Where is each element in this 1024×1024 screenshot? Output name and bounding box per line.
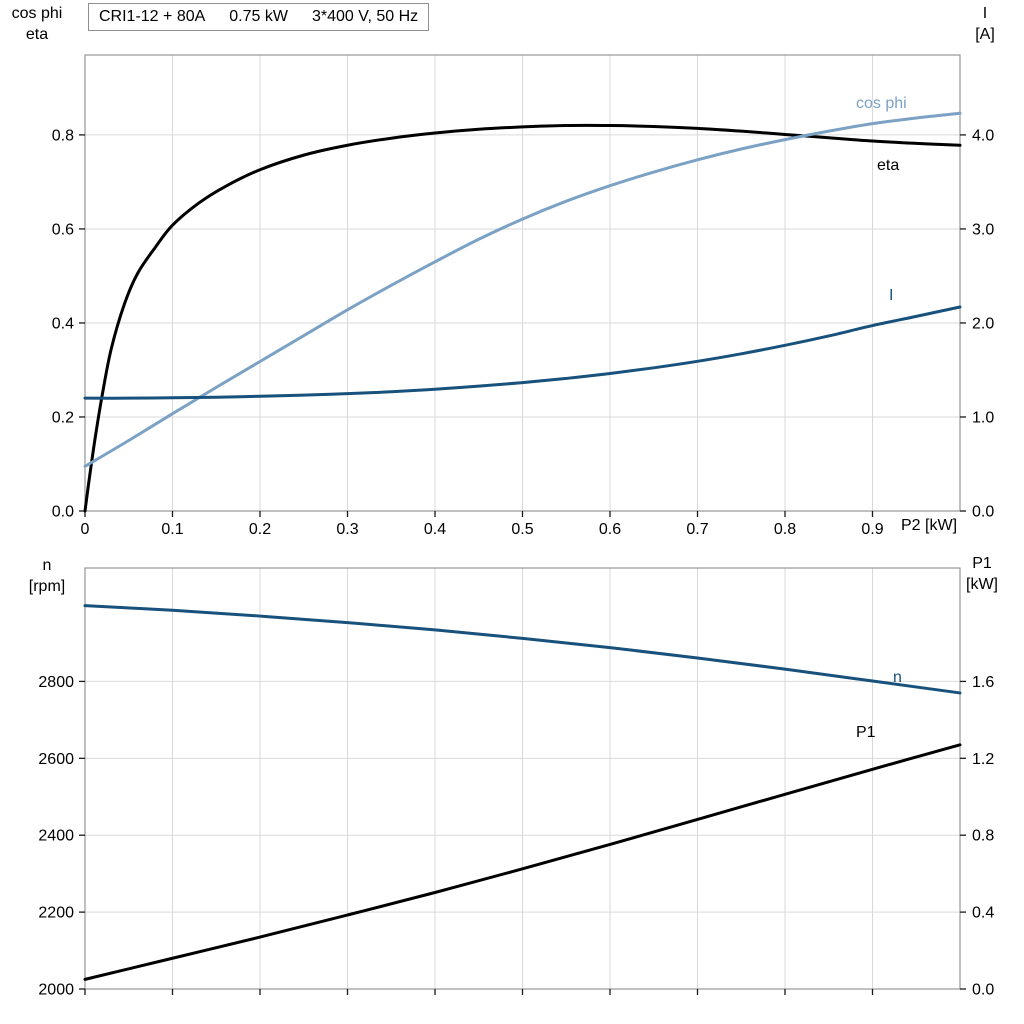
x-tick-label: 0: [81, 521, 90, 538]
p1-axis-label: P1: [972, 555, 992, 572]
right-tick-label: 1.2: [972, 751, 994, 768]
x-tick-label: 0.3: [336, 521, 358, 538]
rated-power-label: 0.75 kW: [229, 8, 288, 25]
left-tick-label: 0.6: [52, 221, 74, 238]
right-tick-label: 1.0: [972, 409, 994, 426]
series-n-curve: [83, 604, 962, 695]
x-tick-label: 0.9: [861, 521, 883, 538]
left-tick-label: 0.0: [52, 504, 74, 521]
x-tick-label: 0.1: [161, 521, 183, 538]
series-p1-label: P1: [856, 724, 876, 741]
top-chart: 0 0.1 0.2 0.3 0.4 0.5 0.6 0.7 0.8 0.9 0.0 0.2 0.4 0.6…: [52, 54, 994, 538]
right-tick-label: 0.0: [972, 504, 994, 521]
current-axis-label: I: [982, 5, 988, 22]
left-tick-label: 2600: [38, 751, 74, 768]
left-tick-label: 0.8: [52, 127, 74, 144]
series-n-label: n: [893, 669, 902, 686]
series-i-curve: [83, 305, 962, 400]
right-tick-label: 1.6: [972, 674, 994, 691]
x-axis-label: P2 [kW]: [901, 517, 958, 534]
series-cos-phi-curve: [83, 111, 962, 468]
top-left-axis-title: cos phi eta: [4, 3, 70, 45]
right-tick-label: 0.0: [972, 982, 994, 999]
x-tick-label: 0.5: [511, 521, 533, 538]
speed-axis-unit: [rpm]: [28, 578, 66, 595]
x-tick-label: 0.4: [424, 521, 446, 538]
left-tick-label: 2000: [38, 982, 74, 999]
left-tick-label: 2400: [38, 828, 74, 845]
left-tick-label: 2200: [38, 905, 74, 922]
eta-axis-label: eta: [25, 26, 49, 43]
x-tick-label: 0.8: [774, 521, 796, 538]
bottom-right-axis-title: P1 [kW]: [952, 553, 1012, 595]
x-tick-label: 0.2: [249, 521, 271, 538]
current-axis-unit: [A]: [975, 26, 995, 43]
right-tick-label: 4.0: [972, 127, 994, 144]
cos-phi-axis-label: cos phi: [11, 5, 63, 22]
p1-axis-unit: [kW]: [966, 576, 998, 593]
right-tick-label: 3.0: [972, 221, 994, 238]
x-tick-label: 0.6: [599, 521, 621, 538]
pump-model-label: CRI1-12 + 80A: [99, 8, 206, 25]
series-eta-curve: [83, 123, 962, 513]
chart-title-box: CRI1-12 + 80A 0.75 kW 3*400 V, 50 Hz: [88, 3, 430, 31]
bottom-left-axis-title: n [rpm]: [14, 555, 80, 597]
speed-axis-label: n: [42, 557, 52, 574]
series-i-label: I: [889, 287, 893, 304]
top-right-axis-title: I [A]: [957, 3, 1013, 45]
left-tick-label: 0.2: [52, 409, 74, 426]
series-cos-phi-label: cos phi: [856, 95, 907, 112]
voltage-frequency-label: 3*400 V, 50 Hz: [311, 8, 419, 25]
right-tick-label: 0.4: [972, 905, 994, 922]
left-tick-label: 2800: [38, 674, 74, 691]
right-tick-label: 2.0: [972, 315, 994, 332]
left-tick-label: 0.4: [52, 315, 74, 332]
x-tick-label: 0.7: [686, 521, 708, 538]
bottom-chart: 2000 2200 2400 2600 2800 0.0 0.4 0.8 1.2 1.6 n P1: [38, 567, 994, 999]
series-eta-label: eta: [877, 157, 899, 174]
series-p1-curve: [83, 743, 962, 981]
right-tick-label: 0.8: [972, 828, 994, 845]
